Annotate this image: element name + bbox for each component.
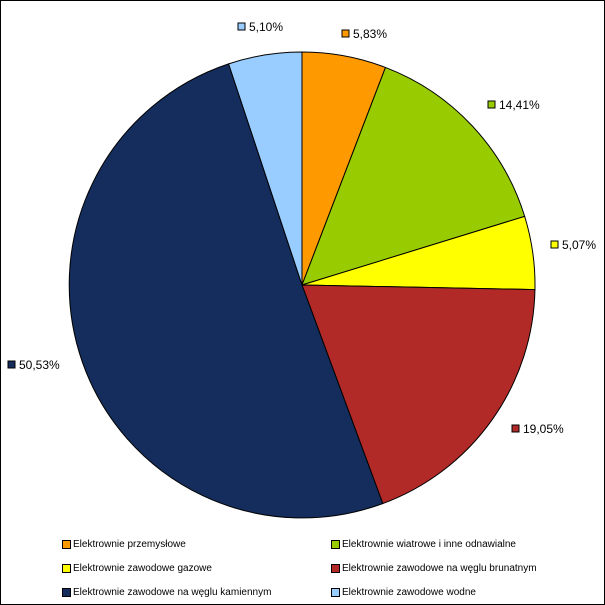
value-label: 19,05% [523,422,564,436]
legend-label: Elektrownie zawodowe gazowe [73,562,212,574]
value-label: 5,10% [249,20,283,34]
pie-value-labels: 5,83% 14,41% 5,07% 19,05% 50,53% 5,10% [7,20,596,436]
legend-item-brunatny: Elektrownie zawodowe na węglu brunatnym [331,561,537,575]
legend-item-gazowe: Elektrownie zawodowe gazowe [62,561,212,575]
value-label: 5,83% [353,27,387,41]
legend-swatch [331,587,340,597]
legend-item-wiatrowe: Elektrownie wiatrowe i inne odnawialne [331,537,516,551]
legend-item-przemyslowe: Elektrownie przemysłowe [62,537,186,551]
pie-slices [68,51,536,519]
legend-label: Elektrownie zawodowe na węglu brunatnym [342,562,537,574]
value-label: 14,41% [499,98,540,112]
value-label: 5,07% [562,238,596,252]
value-label-key [341,29,350,38]
value-label-key [237,22,246,31]
legend-label: Elektrownie zawodowe wodne [342,586,476,598]
legend-swatch [62,539,71,549]
value-label-key [511,424,520,433]
legend-label: Elektrownie zawodowe na węglu kamiennym [73,586,272,598]
legend-swatch [62,587,71,597]
value-label-key [7,360,16,369]
value-label: 50,53% [19,358,60,372]
value-label-key [487,100,496,109]
value-label-key [550,240,559,249]
legend-swatch [331,539,340,549]
legend-item-kamienny: Elektrownie zawodowe na węglu kamiennym [62,585,271,599]
legend-swatch [331,563,340,573]
legend-label: Elektrownie wiatrowe i inne odnawialne [342,538,516,550]
legend-item-wodne: Elektrownie zawodowe wodne [331,585,476,599]
pie-slice [301,284,536,505]
pie-slice [68,63,384,519]
pie-slice [227,51,303,286]
legend-swatch [62,563,71,573]
legend-label: Elektrownie przemysłowe [73,538,186,550]
pie-slice [301,66,526,286]
